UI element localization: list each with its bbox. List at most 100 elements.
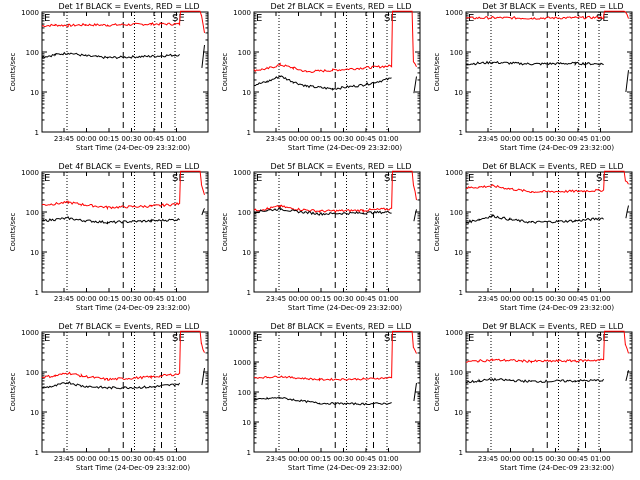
y-axis-label: Counts/sec (221, 53, 229, 92)
annotation-e: E (468, 333, 474, 344)
events-series-line (201, 208, 205, 216)
x-tick-label: 01:00 (166, 295, 186, 303)
x-tick-label: 00:30 (545, 455, 565, 463)
x-tick-label: 00:30 (333, 295, 353, 303)
x-tick-label: 23:45 (266, 295, 286, 303)
y-tick-label: 100 (450, 369, 463, 377)
y-tick-label: 10 (454, 89, 463, 97)
x-tick-label: 00:45 (568, 455, 588, 463)
y-tick-label: 1000 (21, 329, 39, 337)
x-axis-label: Start Time (24-Dec-09 23:32:00) (288, 304, 402, 312)
x-tick-label: 23:45 (54, 295, 74, 303)
panel-title: Det 4f BLACK = Events, RED = LLD (58, 162, 199, 171)
events-series-line (201, 368, 205, 386)
x-tick-label: 00:30 (545, 135, 565, 143)
panel-9: Det 9f BLACK = Events, RED = LLD Counts/s… (433, 322, 633, 472)
panel-title: Det 3f BLACK = Events, RED = LLD (482, 2, 623, 11)
panel-title: Det 6f BLACK = Events, RED = LLD (482, 162, 623, 171)
x-tick-label: 23:45 (266, 455, 286, 463)
x-tick-label: 00:15 (99, 135, 119, 143)
y-tick-label: 100 (26, 209, 39, 217)
plot-frame (465, 11, 633, 133)
x-tick-label: 01:00 (166, 135, 186, 143)
y-tick-label: 100 (238, 209, 251, 217)
y-axis-label: Counts/sec (9, 373, 17, 412)
y-tick-label: 1000 (445, 329, 463, 337)
annotation-e: E (468, 173, 474, 184)
x-axis-label: Start Time (24-Dec-09 23:32:00) (76, 144, 190, 152)
y-axis-label: Counts/sec (433, 373, 441, 412)
x-tick-label: 00:45 (144, 295, 164, 303)
x-tick-label: 01:00 (378, 455, 398, 463)
x-tick-label: 00:15 (99, 295, 119, 303)
x-tick-label: 01:00 (378, 295, 398, 303)
annotation-se: SE (596, 333, 609, 344)
y-tick-label: 1 (35, 449, 39, 457)
panel-5: Det 5f BLACK = Events, RED = LLD Counts/s… (221, 162, 421, 312)
panel-4: Det 4f BLACK = Events, RED = LLD Counts/s… (9, 162, 209, 312)
x-tick-label: 00:30 (333, 455, 353, 463)
panel-title: Det 1f BLACK = Events, RED = LLD (58, 2, 199, 11)
lld-series-line (41, 170, 205, 211)
y-tick-label: 100 (26, 49, 39, 57)
y-axis-label: Counts/sec (221, 213, 229, 252)
x-tick-label: 23:45 (54, 135, 74, 143)
x-axis-label: Start Time (24-Dec-09 23:32:00) (288, 144, 402, 152)
annotation-se: SE (172, 173, 185, 184)
x-tick-label: 23:45 (478, 135, 498, 143)
events-series-line (413, 382, 417, 402)
x-tick-label: 00:00 (288, 455, 308, 463)
x-tick-label: 00:15 (523, 455, 543, 463)
x-tick-label: 00:00 (288, 295, 308, 303)
y-axis-label: Counts/sec (433, 213, 441, 252)
annotation-se: SE (384, 13, 397, 24)
events-series-line (465, 377, 605, 384)
y-tick-label: 1 (35, 289, 39, 297)
x-tick-label: 00:00 (76, 295, 96, 303)
y-axis-label: Counts/sec (433, 53, 441, 92)
events-series-line (465, 60, 604, 67)
y-tick-label: 10 (454, 249, 463, 257)
y-tick-label: 100 (450, 49, 463, 57)
annotation-se: SE (384, 333, 397, 344)
events-series-line (253, 207, 392, 216)
y-tick-label: 1 (247, 129, 251, 137)
annotation-se: SE (596, 173, 609, 184)
x-tick-label: 00:00 (76, 135, 96, 143)
panel-1: Det 1f BLACK = Events, RED = LLD Counts/s… (9, 2, 209, 152)
y-axis-label: Counts/sec (221, 373, 229, 412)
x-tick-label: 00:45 (356, 455, 376, 463)
events-series-line (201, 44, 205, 68)
lld-series-line (41, 10, 205, 33)
y-tick-label: 10 (30, 89, 39, 97)
lld-series-line (253, 10, 417, 74)
events-series-line (625, 205, 629, 219)
y-tick-label: 1000 (233, 169, 251, 177)
panel-8: Det 8f BLACK = Events, RED = LLD Counts/s… (221, 322, 421, 472)
x-axis-label: Start Time (24-Dec-09 23:32:00) (76, 464, 190, 472)
x-tick-label: 23:45 (266, 135, 286, 143)
y-tick-label: 1 (247, 449, 251, 457)
y-tick-label: 10 (242, 89, 251, 97)
y-axis-label: Counts/sec (9, 213, 17, 252)
y-tick-label: 1 (459, 129, 463, 137)
lld-series-line (465, 170, 629, 194)
x-tick-label: 00:15 (311, 135, 331, 143)
x-tick-label: 23:45 (478, 295, 498, 303)
y-tick-label: 1000 (21, 169, 39, 177)
y-tick-label: 1 (35, 129, 39, 137)
annotation-se: SE (172, 333, 185, 344)
panel-title: Det 5f BLACK = Events, RED = LLD (270, 162, 411, 171)
events-series-line (41, 215, 180, 225)
panel-2: Det 2f BLACK = Events, RED = LLD Counts/s… (221, 2, 421, 152)
x-tick-label: 00:15 (311, 295, 331, 303)
x-tick-label: 00:45 (568, 295, 588, 303)
annotation-e: E (256, 333, 262, 344)
x-axis-label: Start Time (24-Dec-09 23:32:00) (500, 464, 614, 472)
x-axis-label: Start Time (24-Dec-09 23:32:00) (76, 304, 190, 312)
x-tick-label: 00:15 (99, 455, 119, 463)
x-tick-label: 00:30 (333, 135, 353, 143)
x-axis-label: Start Time (24-Dec-09 23:32:00) (500, 304, 614, 312)
x-tick-label: 00:00 (288, 135, 308, 143)
events-series-line (625, 370, 629, 382)
